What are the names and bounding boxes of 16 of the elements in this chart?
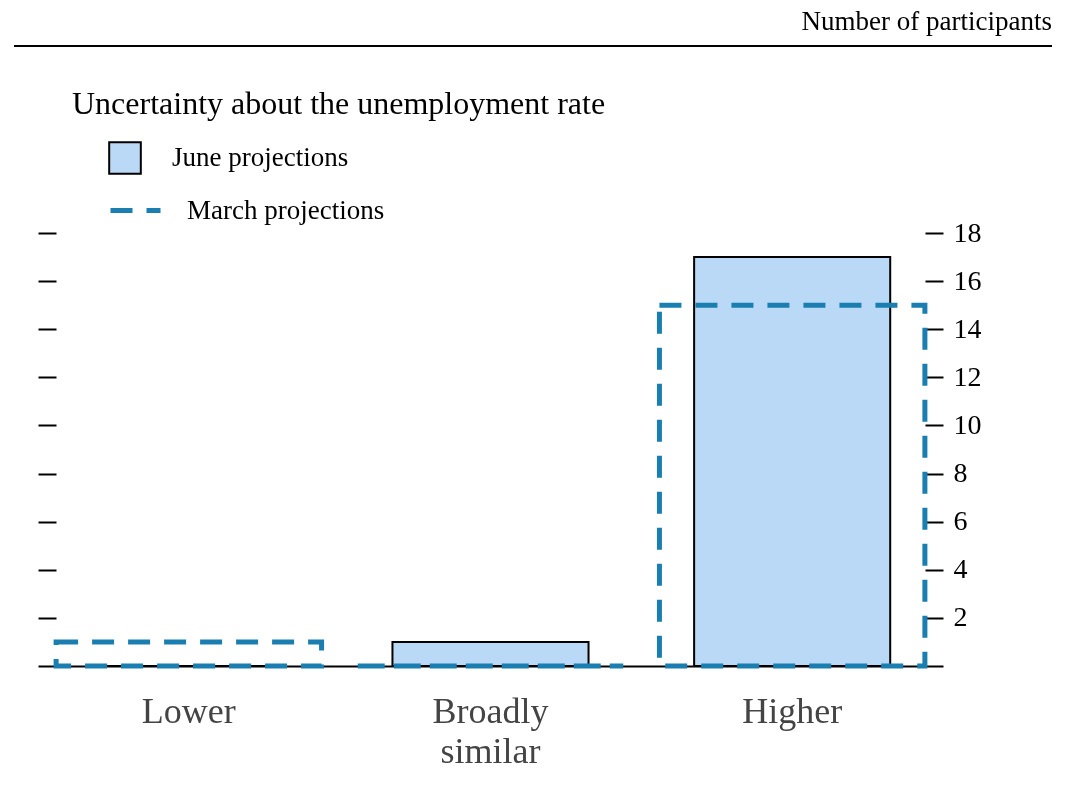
x-tick-label: Broadly similar <box>432 690 549 771</box>
x-tick-label: Higher <box>742 690 843 731</box>
legend-label: June projections <box>172 142 349 172</box>
legend-label: March projections <box>187 194 385 225</box>
y-tick-label: 2 <box>953 601 968 633</box>
y-tick-label: 18 <box>953 216 982 248</box>
x-tick-label: Lower <box>141 690 236 731</box>
y-tick-label: 14 <box>953 312 982 344</box>
text: Number of participants <box>14 6 1052 47</box>
y-tick-label: 4 <box>953 553 968 585</box>
y-tick-label: 6 <box>953 505 968 537</box>
y-tick-label: 8 <box>953 457 968 489</box>
y-tick-label: 10 <box>953 408 982 440</box>
y-tick-label: 12 <box>953 360 982 392</box>
y-tick-label: 16 <box>953 264 982 296</box>
chart-title: Uncertainty about the unemployment rate <box>72 85 606 121</box>
